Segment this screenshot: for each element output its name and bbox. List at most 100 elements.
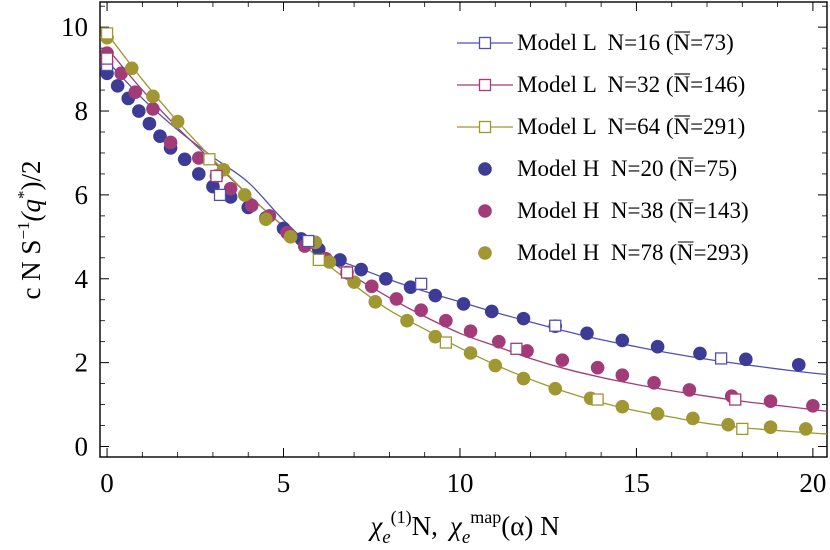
- x-tick-label: 15: [623, 468, 650, 498]
- x-tick-label: 5: [277, 468, 291, 498]
- data-point: [389, 292, 404, 306]
- data-point: [213, 188, 227, 202]
- data-point: [146, 89, 160, 104]
- y-tick-label: 4: [75, 264, 89, 294]
- y-tick-label: 6: [75, 180, 89, 210]
- data-point: [414, 303, 428, 318]
- data-point: [403, 280, 418, 294]
- y-axis-label: c N S−1(q*)/2: [14, 160, 46, 299]
- data-point: [163, 135, 178, 150]
- data-point: [650, 407, 665, 421]
- data-point: [516, 371, 531, 386]
- x-tick-label: 10: [446, 468, 473, 498]
- data-point: [682, 383, 697, 397]
- tick-labels: 0 5 10 15 20 0 2 4 6 8 10: [61, 12, 826, 498]
- data-point: [170, 114, 185, 129]
- x-axis-label: χe(1)N, χemap(α) N: [367, 507, 559, 548]
- data-point: [192, 151, 206, 165]
- data-point: [237, 188, 252, 202]
- data-point: [615, 368, 630, 383]
- legend-marker: [478, 36, 492, 50]
- data-point: [590, 360, 605, 375]
- data-point: [650, 339, 665, 354]
- data-point: [259, 212, 273, 227]
- data-point: [110, 79, 125, 93]
- data-point: [312, 253, 325, 267]
- data-point: [736, 422, 749, 436]
- data-point: [379, 271, 393, 286]
- x-tick-label: 0: [100, 468, 114, 498]
- data-point: [100, 27, 114, 40]
- data-point: [368, 295, 383, 309]
- data-point: [615, 333, 630, 348]
- y-tick-label: 8: [75, 96, 89, 126]
- legend: Model L N=16 (N=73) Model L N=32 (N=146) M…: [457, 30, 749, 265]
- data-point: [647, 375, 661, 390]
- legend-label: Model H N=20 (N=75): [517, 156, 737, 181]
- data-point: [729, 393, 742, 406]
- data-point: [340, 266, 354, 279]
- data-point: [615, 399, 630, 414]
- data-point: [428, 329, 443, 344]
- legend-label: Model L N=16 (N=73): [517, 30, 734, 55]
- data-point: [223, 181, 238, 196]
- y-tick-label: 10: [61, 12, 88, 42]
- data-point: [739, 352, 753, 367]
- plot-frame: [99, 1, 828, 458]
- data-point: [203, 153, 216, 166]
- data-point: [128, 85, 143, 99]
- data-point: [100, 52, 114, 65]
- data-point: [721, 417, 735, 432]
- y-tick-label: 0: [75, 432, 89, 462]
- x-tick-label: 20: [799, 468, 826, 498]
- data-point: [283, 230, 298, 244]
- data-point: [693, 346, 707, 361]
- data-point: [347, 275, 361, 289]
- data-point: [549, 319, 562, 332]
- data-point: [192, 167, 206, 181]
- data-point: [591, 393, 604, 406]
- data-point: [439, 313, 453, 328]
- data-point: [177, 152, 192, 167]
- data-point: [555, 353, 570, 367]
- data-point: [142, 116, 157, 131]
- data-point: [114, 66, 128, 81]
- data-point: [516, 311, 531, 326]
- data-point: [806, 399, 820, 413]
- data-point: [763, 420, 778, 435]
- legend-marker: [478, 204, 492, 218]
- legend-label: Model L N=64 (N=291): [517, 114, 745, 139]
- data-point: [799, 422, 813, 436]
- data-point: [510, 342, 523, 355]
- legend-label: Model H N=78 (N=293): [517, 240, 749, 265]
- data-point: [302, 234, 315, 248]
- data-point: [428, 288, 443, 303]
- axis-ticks: [100, 2, 827, 457]
- data-point: [124, 61, 139, 76]
- data-point: [463, 324, 478, 338]
- data-point: [548, 381, 563, 396]
- data-point: [484, 304, 499, 319]
- data-point: [333, 253, 347, 267]
- data-point: [686, 411, 700, 426]
- data-point: [354, 262, 368, 277]
- data-point: [714, 352, 728, 365]
- data-point: [580, 326, 594, 341]
- data-point: [463, 346, 478, 360]
- data-point: [456, 297, 471, 311]
- legend-marker: [478, 162, 492, 176]
- y-tick-label: 2: [75, 348, 89, 378]
- data-point: [491, 334, 506, 349]
- data-point: [153, 129, 167, 143]
- data-point: [488, 358, 503, 373]
- data-point: [210, 169, 223, 183]
- data-point: [400, 313, 414, 328]
- legend-marker: [478, 120, 492, 134]
- data-point: [364, 279, 379, 294]
- legend-marker: [478, 246, 492, 260]
- data-point: [439, 336, 453, 349]
- legend-marker: [478, 78, 492, 92]
- data-point: [520, 344, 534, 358]
- data-point: [322, 255, 337, 269]
